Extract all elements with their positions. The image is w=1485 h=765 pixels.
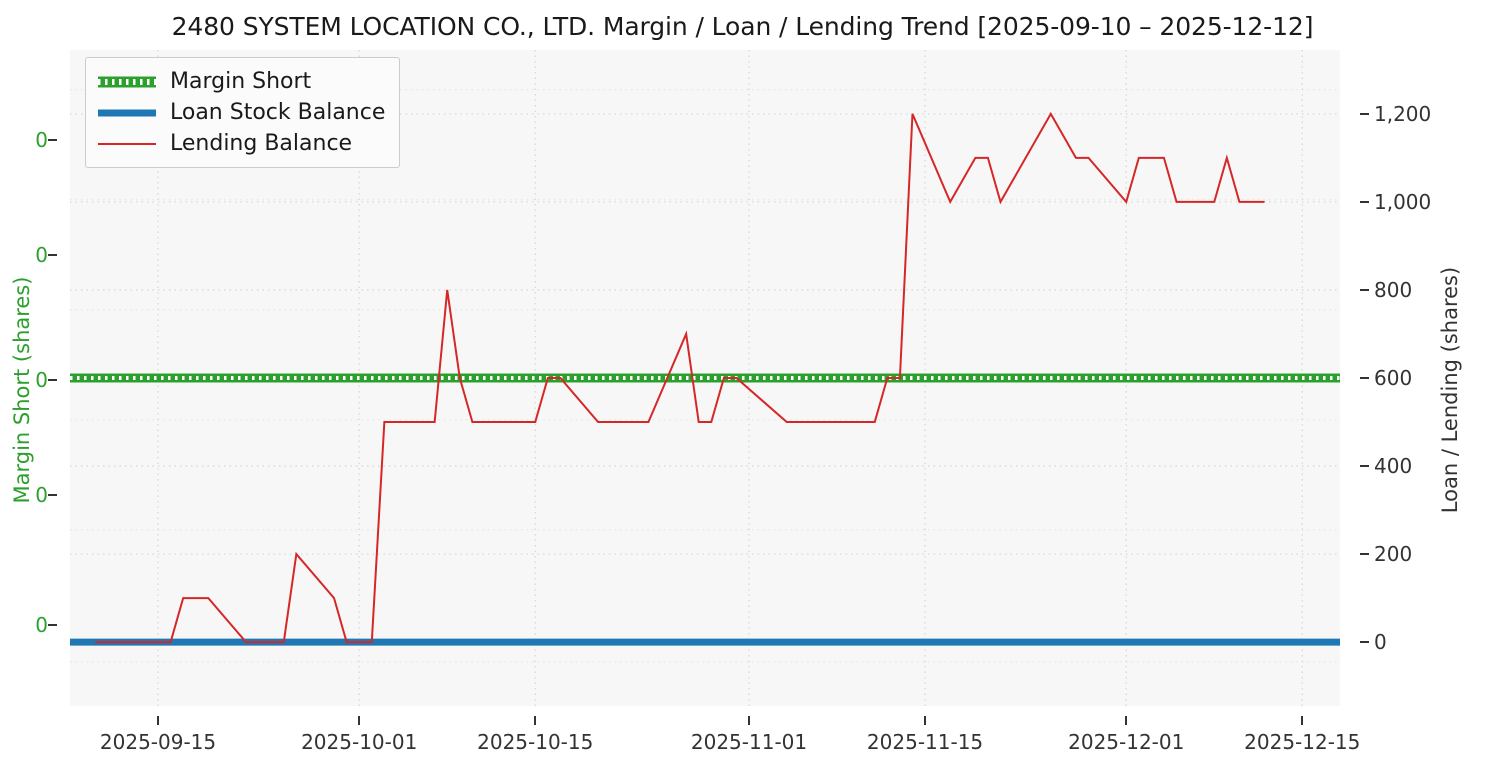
legend-item-lending-balance[interactable]: Lending Balance (96, 128, 385, 159)
y-axis-right-tickmark-3 (1360, 377, 1369, 379)
y-axis-left-tickmark-2 (48, 379, 57, 381)
y-axis-left-tick-label-4: 0 (35, 613, 48, 637)
page-title: 2480 SYSTEM LOCATION CO., LTD. Margin / … (171, 12, 1314, 41)
data-series (70, 111, 1340, 646)
y-axis-right-tickmark-1 (1360, 553, 1369, 556)
y-axis-right-tickmark-4 (1360, 288, 1369, 291)
x-axis-tick-label-1: 2025-10-01 (301, 730, 418, 754)
y-axis-right-tick-label-3: 600 (1374, 366, 1413, 390)
y-axis-right-tick-label-2: 400 (1374, 454, 1413, 479)
x-axis-tickmark-1 (358, 716, 361, 725)
legend-label: Lending Balance (170, 131, 353, 156)
y-axis-right-title-wrap: Loan / Lending (shares) (1438, 50, 1476, 706)
y-axis-right-tick-label-0: 0 (1374, 630, 1387, 655)
y-axis-left-tick-label-2: 0 (35, 368, 48, 392)
x-axis-tick-label-2: 2025-10-15 (477, 730, 594, 754)
y-axis-left-tick-label-3: 0 (35, 483, 48, 507)
y-axis-right-ticks: 0 200 400 600 800 1,000 1,200 (1360, 50, 1450, 706)
x-axis-ticks: 2025-09-15 2025-10-01 2025-10-15 2025-11-01… (70, 716, 1360, 754)
y-axis-left-tick-label-0: 0 (35, 128, 48, 152)
y-axis-left-tickmark-4 (48, 624, 57, 626)
x-axis-tickmark-4 (924, 716, 927, 725)
x-axis-tickmark-3 (748, 716, 750, 725)
x-axis-tickmark-2 (534, 716, 537, 725)
legend-label: Margin Short (170, 69, 312, 94)
x-axis-tick-label-3: 2025-11-01 (690, 730, 808, 754)
y-axis-left-tickmark-3 (48, 494, 57, 496)
x-axis-tickmark-5 (1125, 716, 1128, 725)
y-axis-right-tickmark-2 (1360, 465, 1369, 468)
legend-swatch-icon (96, 104, 158, 122)
series-line-lending-balance (95, 111, 1265, 644)
x-axis-tick-label-6: 2025-12-15 (1244, 730, 1361, 754)
legend-item-margin-short[interactable]: Margin Short (96, 66, 385, 97)
y-axis-left-tickmark-1 (48, 254, 57, 256)
y-axis-left-ticks: 0 0 0 0 0 (0, 50, 57, 706)
legend-item-loan-stock-balance[interactable]: Loan Stock Balance (96, 97, 385, 128)
y-axis-left-tickmark-0 (48, 139, 57, 141)
x-axis-tick-label-4: 2025-11-15 (866, 730, 984, 754)
x-axis-tick-label-0: 2025-09-15 (99, 730, 217, 754)
y-axis-right-tickmark-0 (1360, 641, 1369, 644)
y-axis-left-tick-label-1: 0 (35, 243, 48, 267)
y-axis-right-tick-label-4: 800 (1374, 277, 1413, 302)
legend: Margin Short Loan Stock Balance Lending Ba… (85, 57, 401, 168)
y-axis-right-tick-label-6: 1,200 (1374, 101, 1432, 126)
y-axis-right-tick-label-5: 1,000 (1374, 189, 1432, 214)
legend-swatch-icon (96, 73, 158, 91)
y-axis-right-tickmark-6 (1360, 112, 1369, 115)
legend-label: Loan Stock Balance (170, 100, 386, 125)
x-axis-tick-label-5: 2025-12-01 (1068, 730, 1185, 754)
x-axis-tickmark-6 (1301, 716, 1304, 725)
plot-svg (70, 50, 1340, 706)
y-axis-right-tickmark-5 (1360, 200, 1369, 203)
y-axis-right-tick-label-1: 200 (1374, 542, 1413, 567)
legend-swatch-icon (96, 135, 158, 153)
x-axis-tickmark-0 (157, 716, 160, 725)
